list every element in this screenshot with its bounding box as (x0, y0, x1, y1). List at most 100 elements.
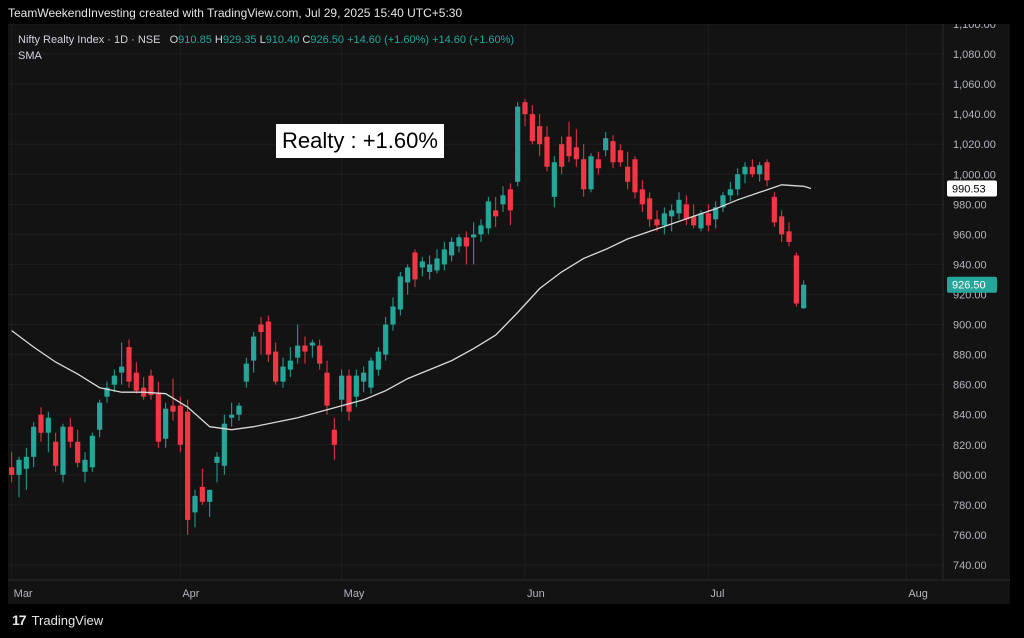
candle-body (779, 216, 785, 235)
candle-body (632, 159, 638, 193)
candle-body (493, 210, 499, 217)
candle-body (537, 126, 543, 145)
candle-body (38, 414, 44, 433)
candle-body (9, 467, 15, 475)
candle-body (309, 342, 315, 346)
x-tick-label: Apr (182, 588, 199, 600)
y-tick-label: 900.00 (953, 320, 987, 332)
candle-body (53, 441, 59, 466)
candle-body (786, 231, 792, 242)
candle-body (427, 264, 433, 272)
candle-body (243, 363, 249, 382)
candle-body (581, 159, 587, 190)
candle-body (595, 159, 601, 169)
candlestick-chart[interactable]: 740.00 760.00 780.00 800.00 820.00 840.00 860.… (8, 24, 1010, 604)
candle-body (287, 360, 293, 370)
candle-body (478, 225, 484, 235)
symbol-name: Nifty Realty Index · 1D · NSE (18, 34, 161, 46)
open-value: 910.85 (178, 34, 212, 46)
candle-body (317, 345, 323, 364)
candle-body (764, 162, 770, 181)
candle-body (192, 495, 198, 513)
y-tick-label: 880.00 (953, 350, 987, 362)
chart-panel[interactable]: 740.00 760.00 780.00 800.00 820.00 840.00 860.… (8, 24, 1010, 604)
candle-body (390, 306, 396, 325)
candle-body (573, 147, 579, 160)
candle-body (97, 402, 103, 430)
candle-body (185, 411, 191, 520)
x-tick-label: Jun (527, 588, 545, 600)
candle-body (353, 375, 359, 397)
candle-body (133, 372, 139, 391)
candle-body (661, 213, 667, 226)
candle-body (221, 423, 227, 466)
candle-body (683, 204, 689, 220)
candle-body (449, 241, 455, 256)
candle-body (625, 166, 631, 182)
candle-body (529, 114, 535, 142)
candle-body (104, 387, 110, 397)
x-tick-label: May (344, 588, 365, 600)
candle-body (434, 258, 440, 271)
watermark-text: TeamWeekendInvesting created with Tradin… (8, 6, 463, 20)
y-tick-label: 1,060.00 (953, 79, 996, 91)
y-tick-label: 840.00 (953, 410, 987, 422)
y-tick-label: 960.00 (953, 229, 987, 241)
candle-body (60, 426, 66, 475)
tradingview-brand: TradingView (31, 612, 104, 628)
candle-body (280, 366, 286, 382)
candle-body (251, 336, 257, 361)
candle-body (507, 189, 513, 211)
candle-body (163, 408, 169, 439)
candle-body (177, 405, 183, 445)
candle-body (155, 393, 161, 442)
candle-body (229, 414, 235, 418)
y-tick-label: 780.00 (953, 500, 987, 512)
sma-legend[interactable]: SMA (18, 50, 42, 62)
y-tick-label: 820.00 (953, 440, 987, 452)
low-value: 910.40 (265, 34, 300, 46)
open-label: O (169, 34, 179, 46)
y-tick-label: 980.00 (953, 199, 987, 211)
tradingview-logo-icon: 17 (12, 612, 27, 628)
sma-price-label-bg (947, 180, 997, 197)
y-tick-label: 1,020.00 (953, 139, 996, 151)
candle-body (515, 106, 521, 182)
candle-body (647, 198, 653, 220)
candle-body (713, 207, 719, 220)
candle-body (603, 138, 609, 151)
candle-body (691, 216, 697, 226)
candle-body (793, 255, 799, 304)
last-price-label: 926.50 (952, 280, 986, 292)
candle-body (361, 372, 367, 382)
candle-body (126, 347, 132, 382)
y-tick-label: 1,080.00 (953, 49, 996, 61)
candle-body (273, 351, 279, 382)
symbol-legend: Nifty Realty Index · 1D · NSE O910.85 H9… (18, 34, 514, 46)
candle-body (500, 195, 506, 205)
candle-body (75, 441, 81, 463)
tradingview-footer[interactable]: 17 TradingView (12, 612, 103, 628)
high-label: H (214, 34, 223, 46)
candle-body (559, 144, 565, 167)
candle-body (405, 267, 411, 283)
candle-body (214, 456, 220, 463)
x-tick-label: Mar (14, 588, 33, 600)
close-label: C (302, 34, 311, 46)
candle-body (463, 237, 469, 247)
candle-body (588, 156, 594, 190)
candle-body (471, 234, 477, 238)
candle-body (82, 459, 88, 472)
candle-body (397, 276, 403, 310)
candle-body (522, 102, 528, 115)
candle-body (698, 213, 704, 229)
candle-body (383, 324, 389, 355)
y-tick-label: 940.00 (953, 259, 987, 271)
last-price-label-bg (947, 276, 997, 293)
candle-body (669, 210, 675, 217)
low-label: L (259, 34, 266, 46)
high-value: 929.35 (222, 34, 257, 46)
candle-body (170, 405, 176, 412)
candle-body (485, 201, 491, 229)
